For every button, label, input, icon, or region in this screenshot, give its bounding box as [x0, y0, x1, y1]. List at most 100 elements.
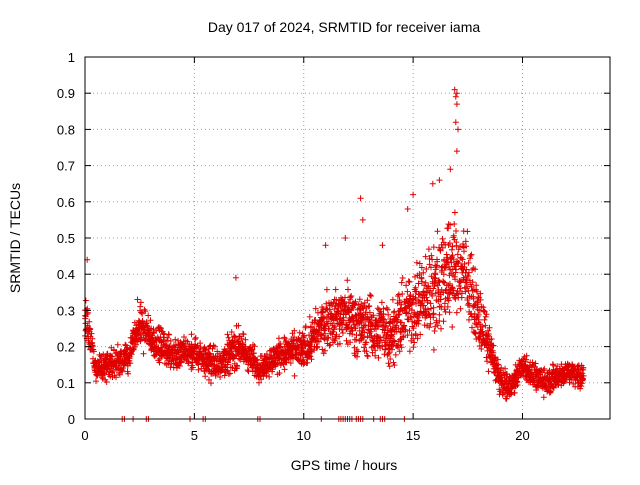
- data-point: [410, 344, 417, 351]
- data-point: [428, 252, 435, 259]
- data-point: [312, 337, 319, 344]
- data-point: [326, 325, 333, 332]
- data-point: [125, 370, 132, 377]
- data-point: [307, 353, 314, 360]
- data-point: [361, 299, 368, 306]
- y-axis-title: SRMTID / TECUs: [7, 183, 23, 293]
- data-point: [453, 242, 460, 249]
- data-point: [139, 310, 146, 317]
- data-point: [185, 358, 192, 365]
- data-point: [477, 290, 484, 297]
- data-point: [400, 334, 407, 341]
- data-point: [355, 301, 362, 308]
- data-point: [453, 309, 460, 316]
- data-point: [404, 206, 411, 212]
- data-point: [344, 277, 351, 284]
- data-point: [201, 368, 208, 375]
- data-point: [441, 300, 448, 307]
- data-point: [382, 346, 389, 353]
- data-point: [416, 317, 422, 324]
- data-point: [446, 263, 452, 270]
- data-point: [450, 287, 457, 294]
- data-point: [356, 296, 363, 303]
- data-point: [452, 93, 459, 100]
- data-point: [368, 320, 375, 327]
- data-point: [322, 347, 328, 354]
- data-point: [276, 343, 283, 350]
- data-point: [417, 331, 424, 338]
- data-point: [426, 261, 433, 268]
- data-point: [468, 251, 475, 258]
- data-point: [389, 333, 396, 340]
- data-point: [494, 366, 501, 373]
- data-point: [321, 314, 328, 321]
- data-point: [454, 251, 461, 258]
- data-point: [156, 324, 163, 331]
- data-point: [410, 325, 417, 332]
- data-point: [580, 364, 587, 371]
- data-point: [372, 352, 379, 359]
- data-point: [474, 298, 481, 305]
- x-tick-label: 10: [297, 428, 311, 443]
- data-point: [251, 343, 258, 350]
- chart-title: Day 017 of 2024, SRMTID for receiver iam…: [208, 19, 481, 35]
- data-point: [406, 327, 413, 334]
- data-point: [452, 295, 459, 302]
- data-point: [127, 360, 134, 367]
- data-point: [319, 346, 326, 353]
- data-point: [367, 326, 374, 333]
- data-point: [474, 288, 480, 295]
- data-point: [406, 279, 413, 285]
- data-point: [477, 296, 484, 303]
- data-point: [345, 286, 351, 293]
- data-point: [211, 343, 218, 350]
- data-point: [84, 322, 91, 329]
- data-point: [488, 336, 495, 342]
- data-point: [485, 331, 492, 337]
- data-point: [228, 329, 235, 335]
- data-point: [379, 343, 386, 350]
- data-point: [277, 340, 284, 347]
- data-point: [376, 342, 383, 349]
- data-point: [416, 299, 423, 305]
- data-point: [322, 242, 329, 249]
- data-point: [457, 279, 464, 286]
- data-point: [426, 324, 433, 331]
- data-point: [162, 341, 169, 348]
- data-point: [420, 302, 427, 309]
- data-point: [393, 322, 400, 329]
- data-point: [436, 177, 443, 184]
- data-point: [86, 318, 93, 325]
- data-point: [379, 315, 386, 322]
- data-point: [359, 216, 366, 223]
- data-point: [361, 329, 368, 336]
- data-point: [540, 394, 547, 401]
- data-point: [304, 359, 311, 366]
- data-point: [396, 311, 403, 318]
- y-tick-label: 0.8: [57, 122, 75, 137]
- data-point: [188, 331, 195, 338]
- data-point: [490, 342, 497, 349]
- data-point: [275, 335, 282, 342]
- data-point: [228, 350, 235, 357]
- data-point: [225, 371, 232, 377]
- data-point: [428, 264, 434, 271]
- data-point: [523, 352, 530, 359]
- data-point: [314, 343, 321, 350]
- data-point: [380, 311, 387, 317]
- data-point: [308, 323, 314, 330]
- data-point: [333, 296, 340, 303]
- data-point: [486, 324, 493, 331]
- data-point: [411, 339, 418, 346]
- data-point: [453, 148, 460, 155]
- data-point: [383, 319, 390, 326]
- data-point: [502, 365, 509, 372]
- data-point: [93, 378, 99, 385]
- data-point: [227, 370, 233, 377]
- data-point: [372, 347, 379, 354]
- data-point: [461, 260, 468, 267]
- data-point: [463, 243, 470, 250]
- data-point: [473, 282, 480, 289]
